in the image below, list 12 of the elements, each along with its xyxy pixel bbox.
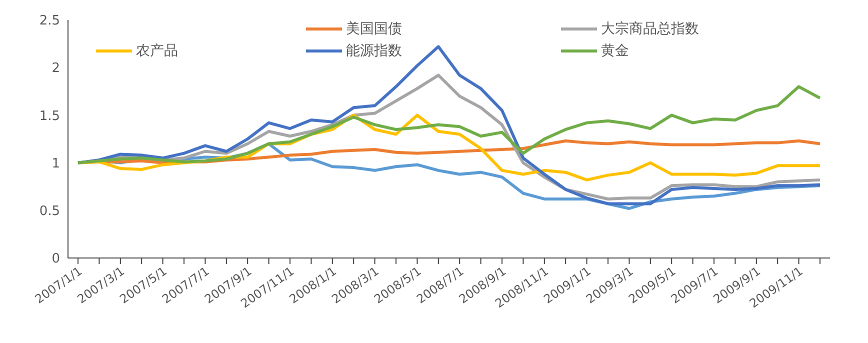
y-tick-label: 0.5 — [39, 204, 60, 220]
y-tick-label: 2.5 — [39, 14, 60, 29]
y-tick-label: 1.5 — [39, 108, 60, 124]
legend-label: 黄金 — [601, 42, 629, 60]
y-tick-label: 1 — [52, 156, 60, 172]
legend-label: 农产品 — [136, 42, 178, 60]
legend-label: 美国国债 — [346, 20, 402, 38]
line-series — [76, 85, 822, 164]
legend-label: 能源指数 — [346, 42, 402, 60]
legend-label: 大宗商品总指数 — [601, 20, 699, 38]
y-tick-label: 0 — [52, 252, 60, 267]
y-tick-label: 2 — [52, 61, 60, 76]
